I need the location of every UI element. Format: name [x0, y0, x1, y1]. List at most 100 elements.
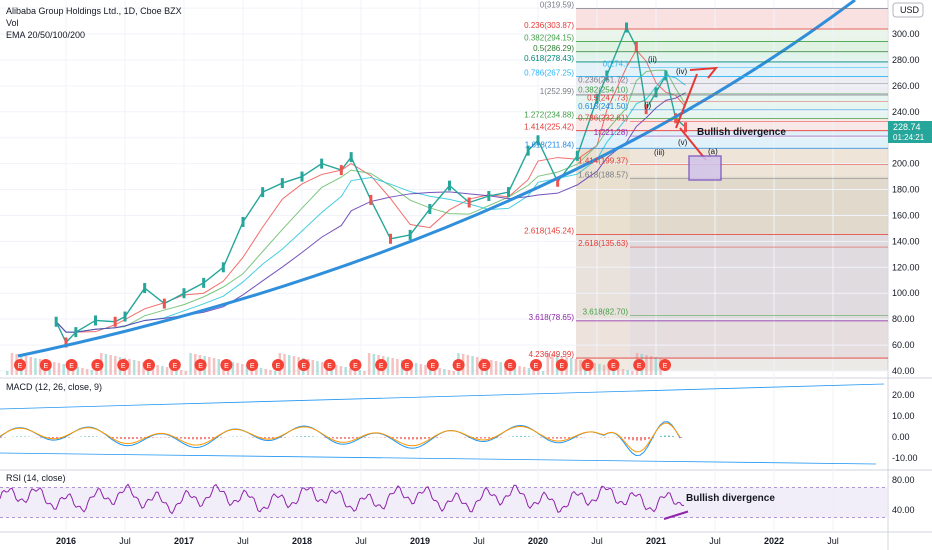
- volume-bar: [494, 361, 498, 375]
- price-candle: [526, 145, 530, 156]
- volume-bar: [471, 356, 474, 375]
- rsi-tick-label: 40.00: [892, 505, 915, 515]
- macd-histogram-bar: [344, 437, 346, 439]
- volume-bar: [245, 365, 249, 375]
- volume-bar: [259, 368, 263, 375]
- long-term-trendline: [17, 0, 856, 358]
- earnings-marker-label: E: [456, 363, 461, 370]
- volume-bar: [142, 362, 145, 375]
- fib2-level-label: 1.618(188.57): [578, 170, 628, 179]
- price-candle: [241, 216, 245, 227]
- time-axis[interactable]: 2016 Jul 2017 Jul 2018 Jul 2019 Jul 2020 Jul 2021 J…: [56, 536, 839, 546]
- macd-histogram-bar: [556, 437, 558, 439]
- macd-histogram-bar: [660, 436, 662, 437]
- fib-zone: [576, 8, 888, 29]
- earnings-marker-label: E: [147, 363, 152, 370]
- macd-histogram-bar: [640, 437, 642, 441]
- volume-bar: [236, 363, 239, 375]
- earnings-marker-label: E: [585, 363, 590, 370]
- volume-bar: [518, 366, 521, 375]
- rsi-band: [0, 487, 888, 518]
- price-candle: [428, 203, 432, 214]
- macd-line: [0, 421, 681, 456]
- volume-bar: [161, 366, 164, 375]
- fibonacci-zones: [576, 8, 888, 371]
- earnings-marker: [478, 359, 491, 371]
- volume-bar: [175, 369, 178, 375]
- rsi-divergence-line: [663, 510, 689, 520]
- earnings-marker: [452, 359, 465, 371]
- volume-bar: [612, 367, 615, 375]
- macd-upper-channel: [0, 383, 885, 410]
- volume-bar: [76, 367, 79, 375]
- volume-bar: [137, 361, 141, 375]
- ema-label: EMA 20/50/100/200: [6, 30, 85, 40]
- volume-bar: [602, 365, 606, 375]
- macd-histogram-bar: [628, 437, 630, 440]
- fib2-level-label: 1(221.28): [594, 128, 629, 137]
- macd-histogram-bar: [200, 437, 202, 440]
- fib-zone: [576, 130, 888, 149]
- bull-arrow: [675, 73, 698, 129]
- macd-histogram-bar: [112, 437, 114, 439]
- volume-bar: [598, 364, 601, 375]
- fib-level-label: 3.618(78.65): [529, 313, 575, 322]
- macd-histogram-bar: [632, 437, 634, 441]
- volume-bar: [62, 364, 65, 375]
- macd-histogram-bar: [312, 436, 314, 437]
- volume-bar: [29, 357, 32, 375]
- volume-bar: [189, 353, 192, 375]
- fib2-level-label: 0.786(232.61): [578, 113, 628, 122]
- price-candle: [644, 104, 648, 115]
- price-candle: [113, 316, 117, 327]
- earnings-marker: [168, 359, 181, 371]
- time-tick-label: 2022: [764, 536, 784, 546]
- volume-bar: [367, 353, 371, 375]
- volume-bar: [10, 353, 14, 375]
- fib2-level-label: 0.5(247.73): [587, 94, 628, 103]
- volume-bar: [335, 365, 338, 375]
- chart-title: Alibaba Group Holdings Ltd., 1D, Cboe BZ…: [6, 6, 182, 16]
- macd-histogram-bar: [396, 437, 398, 439]
- fib-level-label: 1.414(225.42): [524, 123, 574, 132]
- macd-histogram-bar: [68, 437, 70, 438]
- fib-level-label: 0(319.59): [540, 1, 575, 10]
- fib2-level-label: 2.618(135.63): [578, 239, 628, 248]
- macd-histogram-bar: [520, 436, 522, 437]
- currency-badge[interactable]: [892, 2, 924, 18]
- earnings-marker: [220, 359, 233, 371]
- price-axis[interactable]: 40.00 60.00 80.00 100.00 120.00 140.00 160.00 1…: [892, 3, 920, 515]
- time-tick-label: 2017: [174, 536, 194, 546]
- volume-bar: [311, 360, 314, 375]
- macd-histogram-bar: [212, 437, 214, 439]
- macd-histogram-bar: [636, 437, 638, 441]
- earnings-marker: [401, 359, 413, 371]
- price-candle: [300, 171, 304, 182]
- macd-histogram-bar: [252, 437, 254, 438]
- fib-level-label: 0.5(286.29): [533, 44, 574, 53]
- volume-bar: [593, 363, 596, 375]
- earnings-marker: [65, 359, 78, 371]
- price-candle: [64, 337, 68, 348]
- volume-bar: [429, 366, 432, 375]
- annotations: Bullish divergence (ii) (iv) (i) (iii) (v) (a): [644, 55, 786, 181]
- macd-histogram-bar: [52, 437, 54, 439]
- volume-bar: [217, 359, 220, 375]
- macd-histogram-bar: [424, 437, 426, 439]
- macd-histogram-bar: [264, 437, 266, 439]
- macd-histogram-bar: [420, 437, 422, 440]
- macd-histogram-bar: [300, 436, 302, 437]
- time-tick-label: 2016: [56, 536, 76, 546]
- volume-bar: [320, 362, 324, 375]
- volume-bar: [372, 354, 376, 375]
- earnings-marker: [349, 359, 362, 371]
- macd-histogram-bar: [128, 437, 130, 440]
- earnings-marker: [555, 359, 568, 371]
- earnings-marker-label: E: [534, 363, 539, 370]
- time-tick-label: Jul: [355, 536, 367, 546]
- macd-histogram-bar: [280, 437, 282, 438]
- wave-label: (i): [644, 101, 651, 110]
- macd-histogram-bar: [400, 437, 402, 439]
- earnings-marker: [143, 359, 155, 371]
